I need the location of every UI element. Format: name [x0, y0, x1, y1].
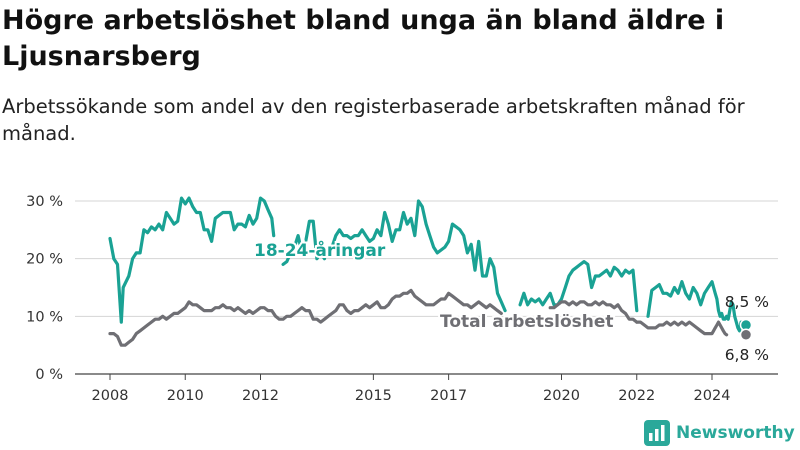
end-point-1 — [739, 328, 753, 342]
end-value-total: 6,8 % — [725, 346, 769, 364]
newsworthy-logo: Newsworthy — [644, 419, 795, 447]
series-line-0 — [108, 196, 276, 324]
x-axis: 2008 2010 2012 2015 2017 2020 2022 2024 — [92, 374, 731, 404]
series-lines — [108, 196, 753, 347]
x-tick-label: 2022 — [618, 388, 655, 404]
series-labels: 18-24-åringar Total arbetslöshet 8,5 % 6,8 … — [252, 237, 769, 364]
x-tick-label: 2015 — [355, 388, 392, 404]
series-label-total: Total arbetslöshet — [440, 312, 614, 332]
x-tick-label: 2017 — [430, 388, 467, 404]
chart-subtitle: Arbetssökande som andel av den registerb… — [2, 95, 745, 145]
x-tick-label: 2024 — [694, 388, 731, 404]
x-tick-label: 2010 — [167, 388, 204, 404]
series-label-young: 18-24-åringar — [254, 239, 386, 261]
y-tick-label: 10 % — [26, 309, 63, 325]
end-value-young: 8,5 % — [725, 293, 769, 311]
series-line-1 — [108, 288, 503, 347]
series-line-1 — [548, 300, 639, 324]
series-line-0 — [646, 280, 748, 333]
x-tick-label: 2020 — [543, 388, 580, 404]
x-tick-label: 2008 — [92, 388, 129, 404]
y-axis: 0 % 10 % 20 % 30 % — [26, 194, 63, 383]
x-tick-label: 2012 — [242, 388, 279, 404]
series-line-0 — [330, 199, 507, 313]
y-tick-label: 20 % — [26, 252, 63, 268]
y-tick-label: 0 % — [35, 367, 63, 383]
chart-title: Högre arbetslöshet bland unga än bland ä… — [2, 5, 725, 72]
grid-lines — [75, 200, 778, 375]
brand-name: Newsworthy — [676, 423, 795, 443]
newsworthy-logo-icon — [644, 420, 670, 446]
y-tick-label: 30 % — [26, 194, 63, 210]
series-line-0 — [281, 219, 327, 266]
series-line-1 — [635, 320, 729, 337]
series-line-0 — [518, 260, 639, 313]
